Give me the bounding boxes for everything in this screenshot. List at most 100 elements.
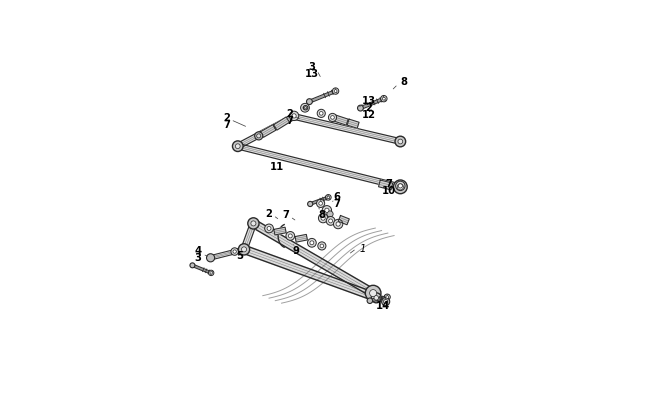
Polygon shape (333, 116, 348, 126)
Circle shape (327, 196, 330, 199)
Polygon shape (192, 264, 213, 275)
Circle shape (317, 110, 325, 118)
Circle shape (374, 296, 378, 301)
Polygon shape (370, 296, 389, 303)
Circle shape (233, 250, 237, 254)
Text: 5: 5 (236, 251, 243, 261)
Circle shape (398, 140, 403, 145)
Circle shape (322, 206, 332, 215)
Circle shape (267, 227, 271, 231)
Circle shape (231, 248, 239, 256)
Polygon shape (310, 196, 330, 206)
Circle shape (319, 112, 323, 116)
Circle shape (307, 202, 313, 207)
Circle shape (207, 254, 215, 262)
Circle shape (336, 222, 340, 226)
Text: 3: 3 (194, 253, 202, 262)
Polygon shape (210, 247, 244, 260)
Polygon shape (274, 228, 286, 235)
Circle shape (395, 137, 406, 147)
Text: 7: 7 (385, 178, 392, 188)
Circle shape (327, 211, 333, 217)
Text: 13: 13 (305, 69, 319, 79)
Circle shape (242, 247, 246, 252)
Circle shape (300, 104, 309, 113)
Circle shape (333, 220, 343, 229)
Circle shape (320, 245, 324, 248)
Polygon shape (237, 115, 295, 149)
Circle shape (328, 114, 337, 122)
Circle shape (326, 195, 331, 200)
Circle shape (304, 106, 308, 111)
Text: 1: 1 (359, 243, 366, 253)
Circle shape (397, 184, 404, 190)
Circle shape (384, 294, 390, 300)
Circle shape (292, 115, 296, 119)
Text: 4: 4 (194, 246, 202, 256)
Circle shape (303, 107, 307, 111)
Circle shape (318, 214, 328, 223)
Text: 3: 3 (309, 62, 315, 72)
Text: 12: 12 (362, 110, 376, 120)
Circle shape (386, 296, 389, 298)
Circle shape (318, 202, 322, 206)
Circle shape (358, 106, 363, 112)
Circle shape (393, 181, 407, 194)
Text: 10: 10 (382, 185, 396, 195)
Circle shape (289, 234, 292, 238)
Circle shape (304, 107, 307, 110)
Circle shape (289, 112, 299, 121)
Polygon shape (274, 118, 289, 131)
Circle shape (307, 239, 317, 247)
Circle shape (384, 300, 387, 304)
Text: 11: 11 (270, 162, 284, 171)
Polygon shape (237, 144, 401, 190)
Circle shape (365, 286, 381, 301)
Polygon shape (378, 181, 393, 190)
Circle shape (321, 216, 325, 221)
Circle shape (325, 209, 329, 213)
Circle shape (329, 220, 333, 223)
Circle shape (317, 200, 325, 208)
Text: 8: 8 (400, 77, 407, 86)
Polygon shape (260, 126, 276, 138)
Polygon shape (242, 246, 374, 301)
Text: 2: 2 (224, 113, 230, 123)
Polygon shape (338, 216, 349, 225)
Circle shape (367, 298, 372, 304)
Text: 14: 14 (376, 301, 390, 311)
Circle shape (310, 241, 314, 245)
Circle shape (382, 298, 390, 306)
Circle shape (286, 232, 294, 241)
Text: 8: 8 (318, 210, 326, 220)
Circle shape (209, 271, 214, 276)
Text: 9: 9 (292, 245, 300, 255)
Circle shape (371, 293, 382, 303)
Circle shape (210, 272, 213, 275)
Circle shape (190, 263, 195, 268)
Circle shape (331, 116, 334, 120)
Circle shape (239, 244, 250, 256)
Circle shape (370, 290, 376, 297)
Circle shape (265, 224, 274, 233)
Circle shape (233, 141, 243, 152)
Polygon shape (347, 120, 359, 129)
Circle shape (248, 218, 259, 230)
Text: 7: 7 (224, 120, 230, 130)
Text: 7: 7 (282, 209, 289, 220)
Circle shape (235, 145, 240, 149)
Polygon shape (295, 235, 307, 243)
Polygon shape (241, 223, 256, 251)
Circle shape (257, 134, 261, 139)
Text: 2: 2 (266, 208, 272, 218)
Circle shape (251, 222, 256, 226)
Text: 7: 7 (333, 198, 341, 208)
Circle shape (332, 89, 339, 95)
Circle shape (398, 184, 402, 189)
Polygon shape (309, 90, 337, 104)
Polygon shape (252, 220, 375, 297)
Circle shape (255, 132, 263, 141)
Text: 6: 6 (333, 192, 341, 201)
Circle shape (382, 98, 385, 101)
Text: 2: 2 (287, 109, 293, 118)
